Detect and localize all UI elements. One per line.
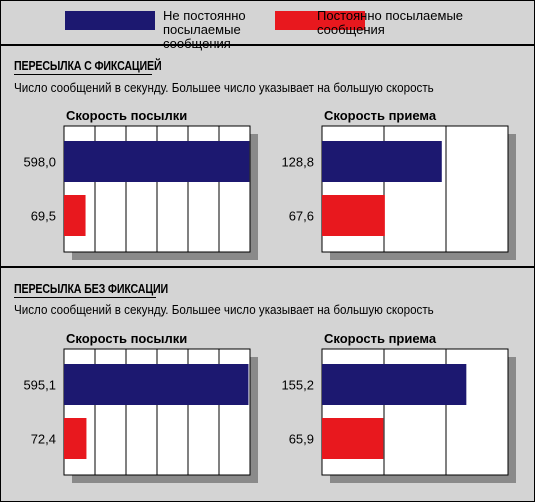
- bar-value-label: 69,5: [31, 209, 56, 224]
- bar-value-label: 65,9: [289, 432, 314, 447]
- section-subtitle: Число сообщений в секунду. Большее число…: [14, 81, 434, 95]
- legend-swatch-constant: [275, 11, 365, 30]
- bar-constant: [322, 418, 384, 459]
- bar-nonconstant: [64, 364, 249, 405]
- bar-nonconstant: [322, 364, 467, 405]
- bar-value-label: 72,4: [31, 432, 56, 447]
- section-title-without-fixation: ПЕРЕСЫЛКА БЕЗ ФИКСАЦИИ: [14, 281, 168, 296]
- chart-title-send-speed: Скорость посылки: [66, 331, 188, 346]
- bar-nonconstant: [64, 141, 250, 182]
- section-divider-middle: [0, 266, 535, 268]
- bar-nonconstant: [322, 141, 442, 182]
- section-title-underline: [14, 297, 156, 298]
- section-subtitle: Число сообщений в секунду. Большее число…: [14, 303, 434, 317]
- legend-swatch-nonconstant: [65, 11, 155, 30]
- bar-constant: [322, 195, 385, 236]
- bar-value-label: 155,2: [281, 378, 314, 393]
- bar-value-label: 67,6: [289, 209, 314, 224]
- bar-value-label: 598,0: [23, 155, 56, 170]
- bar-value-label: 128,8: [281, 155, 314, 170]
- chart-title-receive-speed: Скорость приема: [324, 108, 437, 123]
- bar-value-label: 595,1: [23, 378, 56, 393]
- legend-label-constant: Постоянно посылаемые сообщения: [317, 8, 464, 37]
- bar-constant: [64, 195, 86, 236]
- section-divider-top: [0, 44, 535, 46]
- chart-title-send-speed: Скорость посылки: [66, 108, 188, 123]
- legend-label-nonconstant: Не постоянно посылаемые сообщения: [163, 8, 246, 51]
- section-title-underline: [14, 74, 152, 75]
- section-title-with-fixation: ПЕРЕСЫЛКА С ФИКСАЦИЕЙ: [14, 58, 162, 73]
- chart-title-receive-speed: Скорость приема: [324, 331, 437, 346]
- bar-constant: [64, 418, 87, 459]
